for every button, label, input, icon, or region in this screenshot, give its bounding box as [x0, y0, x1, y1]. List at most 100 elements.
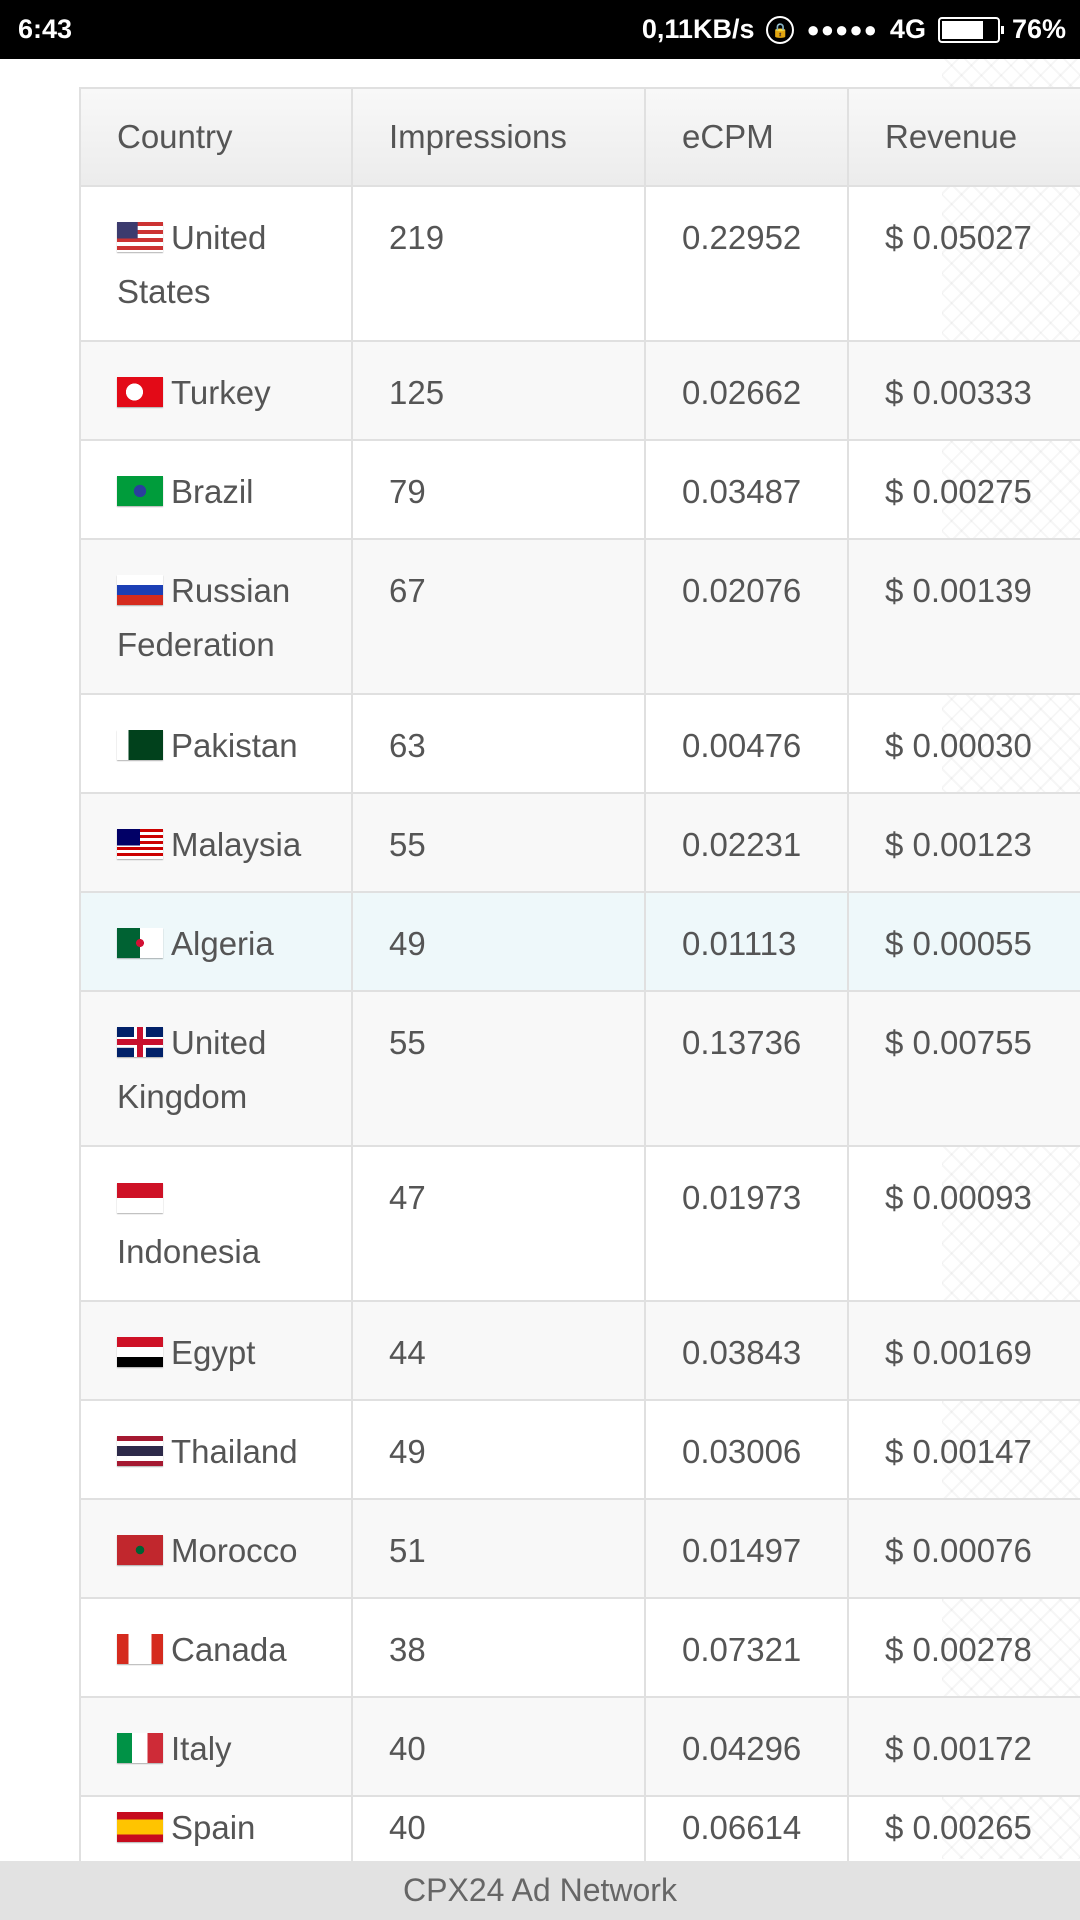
- header-impressions[interactable]: Impressions: [351, 87, 646, 187]
- country-name: Indonesia: [117, 1233, 261, 1270]
- table-row[interactable]: Russian Federation 67 0.02076 $ 0.00139: [79, 538, 1080, 695]
- impressions-cell: 44: [351, 1300, 646, 1401]
- revenue-cell: $ 0.00172: [847, 1696, 1080, 1797]
- country-cell: Algeria: [79, 891, 353, 992]
- ecpm-cell: 0.01973: [644, 1145, 849, 1302]
- country-cell: Turkey: [79, 340, 353, 441]
- revenue-cell: $ 0.00278: [847, 1597, 1080, 1698]
- ecpm-cell: 0.03843: [644, 1300, 849, 1401]
- country-cell: Pakistan: [79, 693, 353, 794]
- flag-es-icon: [117, 1812, 163, 1842]
- revenue-cell: $ 0.00139: [847, 538, 1080, 695]
- battery-icon: [937, 16, 1004, 43]
- ecpm-cell: 0.04296: [644, 1696, 849, 1797]
- country-cell: Canada: [79, 1597, 353, 1698]
- revenue-cell: $ 0.00030: [847, 693, 1080, 794]
- impressions-cell: 55: [351, 792, 646, 893]
- table-row[interactable]: Morocco 51 0.01497 $ 0.00076: [79, 1498, 1080, 1599]
- revenue-cell: $ 0.05027: [847, 185, 1080, 342]
- revenue-cell: $ 0.00333: [847, 340, 1080, 441]
- country-cell: Italy: [79, 1696, 353, 1797]
- table-row[interactable]: United States 219 0.22952 $ 0.05027: [79, 185, 1080, 342]
- country-cell: Morocco: [79, 1498, 353, 1599]
- impressions-cell: 51: [351, 1498, 646, 1599]
- flag-eg-icon: [117, 1337, 163, 1367]
- country-name: Pakistan: [171, 727, 298, 764]
- table-row[interactable]: Algeria 49 0.01113 $ 0.00055: [79, 891, 1080, 992]
- impressions-cell: 63: [351, 693, 646, 794]
- table-row[interactable]: Thailand 49 0.03006 $ 0.00147: [79, 1399, 1080, 1500]
- impressions-cell: 38: [351, 1597, 646, 1698]
- country-cell: Russian Federation: [79, 538, 353, 695]
- revenue-cell: $ 0.00275: [847, 439, 1080, 540]
- table-row[interactable]: United Kingdom 55 0.13736 $ 0.00755: [79, 990, 1080, 1147]
- country-name: Malaysia: [171, 826, 302, 863]
- rotation-lock-icon: 🔒: [766, 15, 795, 44]
- impressions-cell: 79: [351, 439, 646, 540]
- country-name: Canada: [171, 1631, 287, 1668]
- country-cell: Brazil: [79, 439, 353, 540]
- country-cell: United States: [79, 185, 353, 342]
- flag-id-icon: [117, 1183, 163, 1213]
- clock: 6:43: [18, 14, 73, 44]
- impressions-cell: 125: [351, 340, 646, 441]
- network-speed: 0,11KB/s: [641, 14, 755, 44]
- ecpm-cell: 0.03006: [644, 1399, 849, 1500]
- flag-my-icon: [117, 829, 163, 859]
- country-name: Thailand: [171, 1433, 298, 1470]
- table-row[interactable]: Italy 40 0.04296 $ 0.00172: [79, 1696, 1080, 1797]
- table-row[interactable]: Malaysia 55 0.02231 $ 0.00123: [79, 792, 1080, 893]
- country-name: Italy: [171, 1730, 232, 1767]
- country-name: Brazil: [171, 473, 254, 510]
- flag-dz-icon: [117, 928, 163, 958]
- revenue-cell: $ 0.00147: [847, 1399, 1080, 1500]
- impressions-cell: 47: [351, 1145, 646, 1302]
- country-cell: Indonesia: [79, 1145, 353, 1302]
- table-row[interactable]: Canada 38 0.07321 $ 0.00278: [79, 1597, 1080, 1698]
- header-revenue[interactable]: Revenue: [847, 87, 1080, 187]
- flag-br-icon: [117, 476, 163, 506]
- header-country[interactable]: Country: [79, 87, 353, 187]
- ecpm-cell: 0.01113: [644, 891, 849, 992]
- country-cell: Thailand: [79, 1399, 353, 1500]
- flag-gb-icon: [117, 1027, 163, 1057]
- signal-strength-icon: ●●●●●: [806, 16, 878, 42]
- country-name: Russian Federation: [117, 572, 291, 663]
- country-name: United Kingdom: [117, 1024, 267, 1115]
- impressions-cell: 219: [351, 185, 646, 342]
- table-header: Country Impressions eCPM Revenue: [79, 87, 1080, 187]
- country-name: Spain: [171, 1809, 256, 1846]
- flag-tr-icon: [117, 377, 163, 407]
- impressions-cell: 49: [351, 891, 646, 992]
- country-cell: Egypt: [79, 1300, 353, 1401]
- table-row[interactable]: Brazil 79 0.03487 $ 0.00275: [79, 439, 1080, 540]
- impressions-cell: 49: [351, 1399, 646, 1500]
- country-name: Algeria: [171, 925, 274, 962]
- table-row[interactable]: Egypt 44 0.03843 $ 0.00169: [79, 1300, 1080, 1401]
- flag-us-icon: [117, 222, 163, 252]
- ecpm-cell: 0.01497: [644, 1498, 849, 1599]
- ecpm-cell: 0.07321: [644, 1597, 849, 1698]
- country-name: United States: [117, 219, 267, 310]
- table-row[interactable]: Pakistan 63 0.00476 $ 0.00030: [79, 693, 1080, 794]
- flag-ca-icon: [117, 1634, 163, 1664]
- ecpm-cell: 0.02076: [644, 538, 849, 695]
- table-row[interactable]: Indonesia 47 0.01973 $ 0.00093: [79, 1145, 1080, 1302]
- flag-pk-icon: [117, 730, 163, 760]
- table-row[interactable]: Turkey 125 0.02662 $ 0.00333: [79, 340, 1080, 441]
- revenue-cell: $ 0.00055: [847, 891, 1080, 992]
- flag-ru-icon: [117, 575, 163, 605]
- revenue-cell: $ 0.00076: [847, 1498, 1080, 1599]
- battery-percent: 76%: [1011, 14, 1066, 44]
- ecpm-cell: 0.03487: [644, 439, 849, 540]
- country-name: Morocco: [171, 1532, 298, 1569]
- ecpm-cell: 0.02231: [644, 792, 849, 893]
- country-name: Turkey: [171, 374, 271, 411]
- revenue-cell: $ 0.00169: [847, 1300, 1080, 1401]
- impressions-cell: 55: [351, 990, 646, 1147]
- flag-th-icon: [117, 1436, 163, 1466]
- country-name: Egypt: [171, 1334, 256, 1371]
- ecpm-cell: 0.13736: [644, 990, 849, 1147]
- header-ecpm[interactable]: eCPM: [644, 87, 849, 187]
- revenue-cell: $ 0.00093: [847, 1145, 1080, 1302]
